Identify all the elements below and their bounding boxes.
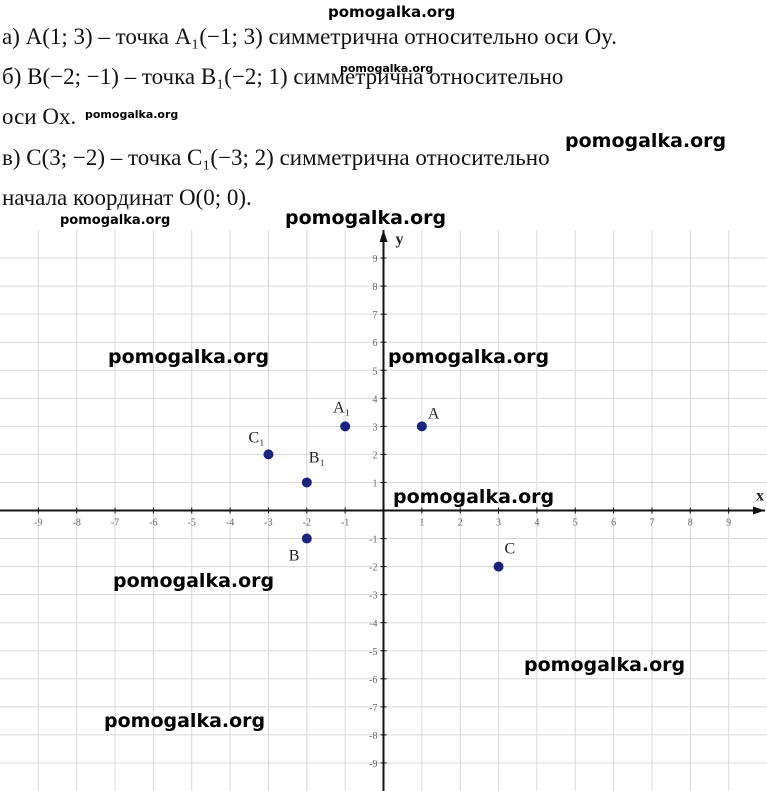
x-tick-label: 7 <box>649 518 654 529</box>
x-tick-label: 4 <box>534 518 539 529</box>
point-label: B₁ <box>309 449 325 466</box>
y-axis-label: y <box>396 231 404 248</box>
watermark: pomogalka.org <box>388 346 549 368</box>
y-tick-label: -4 <box>369 619 377 630</box>
y-tick-label: 2 <box>373 450 378 461</box>
y-tick-label: 1 <box>373 478 378 489</box>
watermark: pomogalka.org <box>328 3 455 21</box>
watermark: pomogalka.org <box>393 486 554 508</box>
y-tick-label: -2 <box>369 563 377 574</box>
watermark: pomogalka.org <box>524 654 685 676</box>
point-label: A <box>428 405 440 422</box>
x-arrow <box>753 506 765 515</box>
y-tick-label: -5 <box>369 647 377 658</box>
y-tick-label: -3 <box>369 591 377 602</box>
x-tick-label: 2 <box>458 518 463 529</box>
watermark: pomogalka.org <box>340 62 433 75</box>
text-line: начала координат O(0; 0). <box>2 185 252 210</box>
x-tick-label: 5 <box>573 518 578 529</box>
x-tick-label: -6 <box>149 518 157 529</box>
y-tick-label: 8 <box>373 282 378 293</box>
x-tick-label: 1 <box>419 518 424 529</box>
point <box>263 449 274 460</box>
point-label: A₁ <box>333 399 350 416</box>
point <box>301 477 312 488</box>
x-tick-label: -2 <box>303 518 311 529</box>
x-tick-label: -7 <box>111 518 119 529</box>
x-tick-label: -5 <box>188 518 196 529</box>
y-arrow <box>379 230 388 242</box>
watermark: pomogalka.org <box>104 710 265 732</box>
y-tick-label: -8 <box>369 731 377 742</box>
x-tick-label: 3 <box>496 518 501 529</box>
point-label: C <box>505 541 516 558</box>
y-tick-label: -1 <box>369 535 377 546</box>
watermark: pomogalka.org <box>565 130 726 152</box>
y-tick-label: 7 <box>373 310 378 321</box>
watermark: pomogalka.org <box>285 207 446 229</box>
point-label: B <box>289 548 300 565</box>
y-tick-label: -9 <box>369 759 377 770</box>
point-label: C₁ <box>248 429 264 446</box>
watermark: pomogalka.org <box>60 213 170 228</box>
x-tick-label: 9 <box>726 518 731 529</box>
x-tick-label: 8 <box>688 518 693 529</box>
point <box>301 533 312 544</box>
x-tick-label: -1 <box>341 518 349 529</box>
x-tick-label: -4 <box>226 518 234 529</box>
text-line: а) A(1; 3) – точка A₁(−1; 3) симметрична… <box>2 24 617 49</box>
x-tick-label: -9 <box>34 518 42 529</box>
y-tick-label: 6 <box>373 338 378 349</box>
x-axis-label: x <box>756 488 764 505</box>
point <box>340 421 351 432</box>
y-tick-label: 9 <box>373 254 378 265</box>
y-tick-label: 4 <box>373 394 378 405</box>
x-tick-label: 6 <box>611 518 616 529</box>
watermark: pomogalka.org <box>85 108 178 121</box>
x-tick-label: -3 <box>264 518 272 529</box>
point <box>493 561 504 572</box>
text-line: оси Ox. <box>2 104 76 129</box>
watermark: pomogalka.org <box>108 346 269 368</box>
text-line: в) C(3; −2) – точка C₁(−3; 2) симметричн… <box>2 145 550 170</box>
y-tick-label: 3 <box>373 422 378 433</box>
watermark: pomogalka.org <box>113 570 274 592</box>
x-tick-label: -8 <box>73 518 81 529</box>
y-tick-label: -6 <box>369 675 377 686</box>
point <box>416 421 427 432</box>
y-tick-label: -7 <box>369 703 377 714</box>
y-tick-label: 5 <box>373 366 378 377</box>
text-line: б) B(−2; −1) – точка B₁(−2; 1) симметрич… <box>2 64 563 89</box>
